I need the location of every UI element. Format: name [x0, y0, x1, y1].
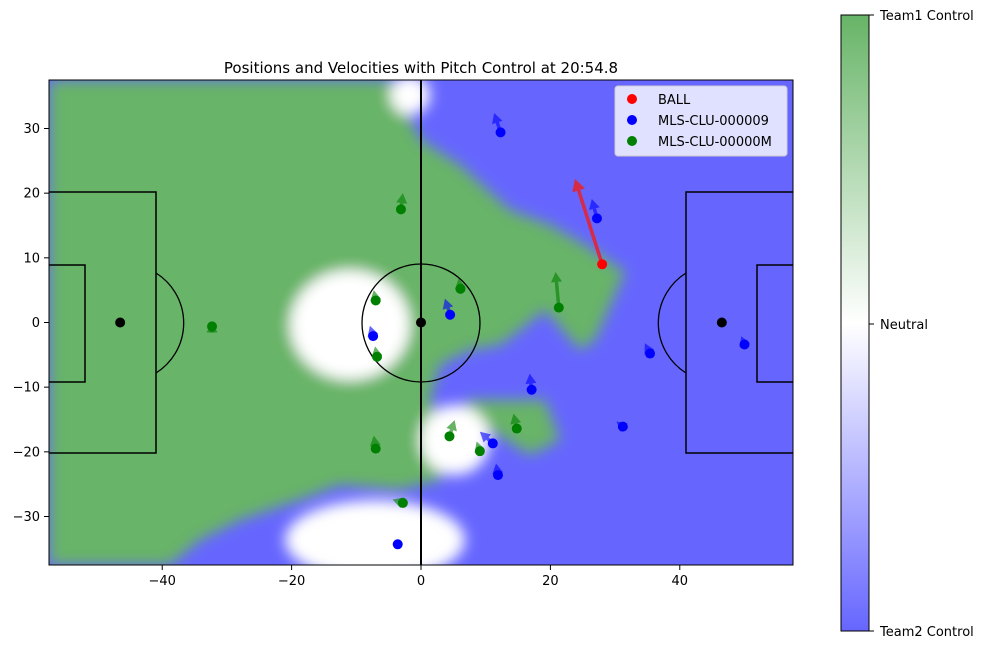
x-tick-label: 0 — [417, 574, 425, 589]
y-tick-label: −10 — [13, 381, 40, 396]
team-blue-point — [393, 539, 403, 549]
legend: BALL MLS-CLU-000009 MLS-CLU-00000M — [615, 86, 787, 156]
team-blue-point — [592, 213, 602, 223]
reference-marker — [115, 318, 125, 328]
legend-label-ball: BALL — [658, 93, 691, 108]
neutral-region — [290, 270, 410, 380]
legend-marker-ball — [627, 94, 637, 104]
y-tick-label: 10 — [23, 251, 40, 266]
legend-label-blue-team: MLS-CLU-000009 — [658, 114, 769, 129]
team-green-point — [371, 444, 381, 454]
colorbar: Team1 Control Neutral Team2 Control — [841, 9, 974, 640]
team-green-point — [444, 431, 454, 441]
legend-label-green-team: MLS-CLU-00000M — [658, 135, 772, 150]
team-blue-point — [445, 310, 455, 320]
reference-marker — [416, 318, 426, 328]
team-blue-point — [488, 438, 498, 448]
team-green-point — [371, 296, 381, 306]
neutral-region — [420, 405, 490, 475]
team-blue-point — [496, 127, 506, 137]
team-green-point — [512, 424, 522, 434]
y-tick-label: 0 — [32, 316, 40, 331]
colorbar-label-team1: Team1 Control — [879, 9, 974, 24]
x-tick-label: 40 — [672, 574, 689, 589]
colorbar-label-neutral: Neutral — [880, 318, 928, 333]
team-blue-point — [739, 339, 749, 349]
legend-marker-green-team — [627, 136, 637, 146]
legend-marker-blue-team — [627, 115, 637, 125]
team-blue-point — [618, 422, 628, 432]
y-tick-label: −30 — [13, 510, 40, 525]
neutral-region — [285, 500, 465, 580]
team-green-point — [475, 446, 485, 456]
x-tick-label: 20 — [542, 574, 559, 589]
team-blue-point — [368, 331, 378, 341]
team-blue-point — [645, 349, 655, 359]
team-green-point — [455, 284, 465, 294]
y-tick-label: 30 — [23, 122, 40, 137]
x-tick-label: −40 — [148, 574, 175, 589]
y-tick-label: −20 — [13, 445, 40, 460]
colorbar-label-team2: Team2 Control — [879, 625, 974, 640]
ball-point — [597, 259, 607, 269]
y-tick-label: 20 — [23, 187, 40, 202]
x-tick-label: −20 — [278, 574, 305, 589]
neutral-region — [390, 75, 430, 115]
team-blue-point — [493, 470, 503, 480]
team-green-point — [372, 352, 382, 362]
team-green-point — [396, 204, 406, 214]
colorbar-gradient — [841, 15, 869, 631]
team-green-point — [554, 303, 564, 313]
team-green-point — [398, 498, 408, 508]
reference-marker — [717, 318, 727, 328]
chart-title: Positions and Velocities with Pitch Cont… — [224, 59, 618, 77]
team-green-point — [207, 321, 217, 331]
team-blue-point — [527, 385, 537, 395]
